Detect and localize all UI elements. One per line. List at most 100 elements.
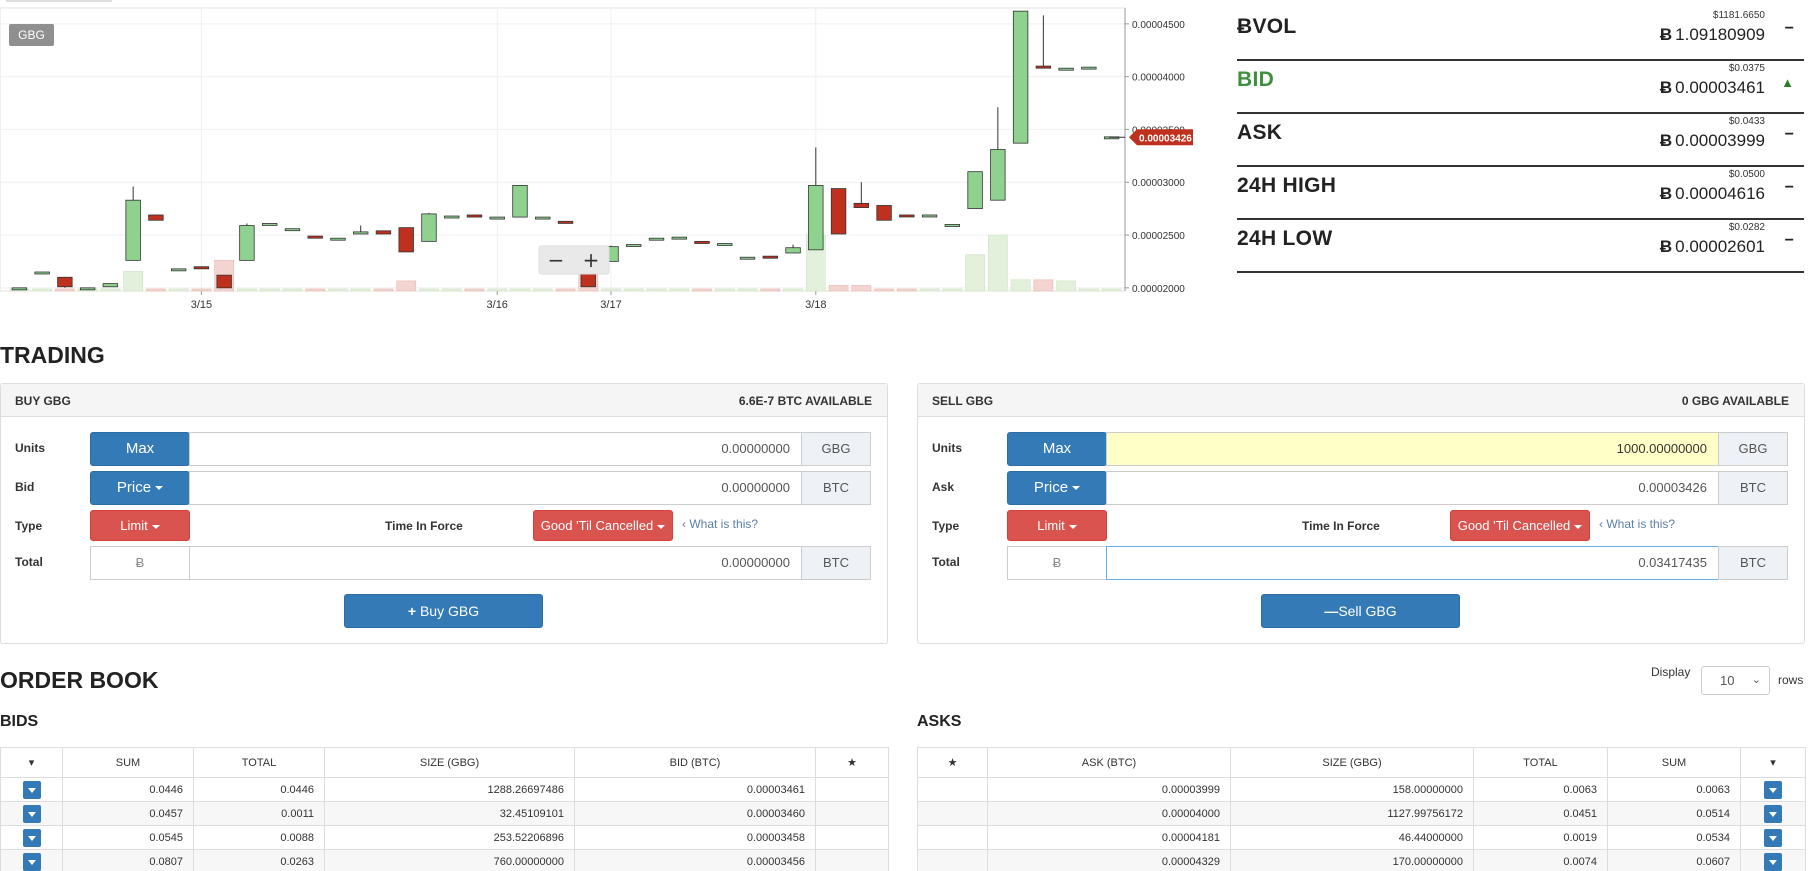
sort-menu-icon[interactable]: ▾ bbox=[0, 747, 63, 778]
asks-table: ★ ASK (BTC) SIZE (GBG) TOTAL SUM ▾ 0.000… bbox=[917, 747, 1806, 871]
column-header[interactable]: ASK (BTC) bbox=[987, 747, 1231, 778]
what-is-this-link[interactable]: ‹ What is this? bbox=[1599, 517, 1675, 531]
buy-units-input[interactable]: 0.00000000 bbox=[189, 432, 802, 466]
zoom-in-icon[interactable]: + bbox=[583, 248, 600, 272]
column-header[interactable]: SUM bbox=[1607, 747, 1741, 778]
volume-bar bbox=[373, 288, 394, 292]
column-header[interactable]: SIZE (GBG) bbox=[324, 747, 575, 778]
chart-tab-indicator bbox=[6, 0, 112, 2]
table-row[interactable]: 0.00004000 1127.99756172 0.0451 0.0514 bbox=[917, 801, 1806, 826]
volume-bar bbox=[441, 288, 462, 292]
price-chart[interactable]: 0.000045000.000040000.000035000.00003000… bbox=[0, 0, 1195, 320]
row-expand-button[interactable] bbox=[22, 828, 41, 847]
volume-bar bbox=[55, 288, 75, 292]
bid-price: 0.00003460 bbox=[574, 801, 816, 826]
column-header[interactable]: BID (BTC) bbox=[574, 747, 816, 778]
volume-bar bbox=[874, 288, 894, 292]
sell-max-button[interactable]: Max bbox=[1007, 432, 1107, 466]
candle-body bbox=[466, 214, 483, 218]
table-row[interactable]: 0.0457 0.0011 32.45109101 0.00003460 bbox=[0, 801, 889, 826]
buy-price-dropdown[interactable]: Price bbox=[90, 471, 190, 505]
bid-size: 760.00000000 bbox=[324, 849, 575, 871]
bid-price: 0.00003456 bbox=[574, 849, 816, 871]
sell-button[interactable]: —Sell GBG bbox=[1261, 594, 1460, 628]
sell-button-label: Sell GBG bbox=[1338, 603, 1397, 619]
column-header[interactable]: TOTAL bbox=[193, 747, 325, 778]
ask-price: 0.00003999 bbox=[987, 777, 1231, 802]
sell-panel: SELL GBG 0 GBG AVAILABLE Units Max 1000.… bbox=[917, 383, 1805, 644]
sell-tif-dropdown[interactable]: Good 'Til Cancelled bbox=[1450, 510, 1590, 541]
stat-usd: $1181.6650 bbox=[1712, 10, 1765, 21]
row-expand-button[interactable] bbox=[22, 780, 41, 799]
bid-sum: 0.0807 bbox=[62, 849, 194, 871]
sell-total-input[interactable]: 0.03417435 bbox=[1106, 546, 1719, 580]
buy-tif-dropdown[interactable]: Good 'Til Cancelled bbox=[533, 510, 673, 541]
buy-max-button[interactable]: Max bbox=[90, 432, 190, 466]
volume-bar bbox=[555, 288, 576, 292]
units-unit: GBG bbox=[1718, 432, 1788, 466]
bid-size: 1288.26697486 bbox=[324, 777, 575, 802]
star-icon[interactable]: ★ bbox=[815, 747, 889, 778]
table-row[interactable]: 0.00004329 170.00000000 0.0074 0.0607 bbox=[917, 849, 1806, 871]
bid-total: 0.0263 bbox=[193, 849, 325, 871]
x-tick-label: 3/17 bbox=[600, 299, 621, 311]
row-expand-button[interactable] bbox=[22, 804, 41, 823]
candle-body bbox=[353, 231, 369, 235]
candle-body bbox=[57, 276, 73, 288]
buy-total-input[interactable]: 0.00000000 bbox=[189, 546, 802, 580]
ask-size: 1127.99756172 bbox=[1230, 801, 1474, 826]
buy-button[interactable]: + Buy GBG bbox=[344, 594, 543, 628]
row-expand-button[interactable] bbox=[22, 852, 41, 871]
volume-bar bbox=[646, 288, 667, 292]
sell-price-dropdown[interactable]: Price bbox=[1007, 471, 1107, 505]
ask-size: 46.44000000 bbox=[1230, 825, 1474, 850]
what-is-this-link[interactable]: ‹ What is this? bbox=[682, 517, 758, 531]
volume-bar bbox=[737, 288, 758, 292]
table-row[interactable]: 0.0807 0.0263 760.00000000 0.00003456 bbox=[0, 849, 889, 871]
caret-down-icon bbox=[1072, 486, 1081, 491]
sort-menu-icon[interactable]: ▾ bbox=[1740, 747, 1806, 778]
total-label: Total bbox=[932, 555, 960, 569]
table-row[interactable]: 0.0545 0.0088 253.52206896 0.00003458 bbox=[0, 825, 889, 850]
zoom-out-icon[interactable]: − bbox=[548, 248, 565, 272]
buy-total-row: Total Ƀ 0.00000000 BTC bbox=[1, 546, 887, 580]
candle-body bbox=[853, 202, 869, 208]
volume-bar bbox=[305, 288, 326, 292]
row-expand-button[interactable] bbox=[1764, 780, 1782, 799]
star-cell bbox=[815, 777, 889, 802]
sell-units-input[interactable]: 1000.00000000 bbox=[1106, 432, 1719, 466]
star-icon[interactable]: ★ bbox=[917, 747, 988, 778]
star-cell bbox=[917, 849, 988, 871]
column-header[interactable]: SIZE (GBG) bbox=[1230, 747, 1474, 778]
candle-body bbox=[11, 287, 28, 291]
buy-price-input[interactable]: 0.00000000 bbox=[189, 471, 802, 505]
sell-price-input[interactable]: 0.00003426 bbox=[1106, 471, 1719, 505]
row-expand-button[interactable] bbox=[1764, 804, 1782, 823]
unchanged-icon: − bbox=[1784, 20, 1794, 37]
what-is-this-text: What is this? bbox=[1606, 517, 1676, 531]
table-row[interactable]: 0.00004181 46.44000000 0.0019 0.0534 bbox=[917, 825, 1806, 850]
what-is-this-text: What is this? bbox=[689, 517, 759, 531]
sell-type-row: Type Limit Time In Force Good 'Til Cance… bbox=[918, 510, 1804, 544]
volume-bar bbox=[760, 288, 781, 292]
volume-bar bbox=[32, 288, 52, 292]
row-expand-button[interactable] bbox=[1764, 852, 1782, 871]
table-row[interactable]: 0.0446 0.0446 1288.26697486 0.00003461 bbox=[0, 777, 889, 802]
unchanged-icon: − bbox=[1784, 232, 1794, 249]
sell-type-dropdown[interactable]: Limit bbox=[1007, 510, 1107, 541]
y-tick-label: 0.00002000 bbox=[1132, 284, 1185, 295]
tif-button-label: Good 'Til Cancelled bbox=[540, 518, 654, 533]
candle-body bbox=[421, 213, 437, 242]
column-header[interactable]: SUM bbox=[62, 747, 194, 778]
display-rows-select[interactable]: 10 ⌄ bbox=[1701, 666, 1770, 695]
row-expand-button[interactable] bbox=[1764, 828, 1782, 847]
buy-type-dropdown[interactable]: Limit bbox=[90, 510, 190, 541]
volume-bar bbox=[919, 288, 940, 292]
stat-label: ASK bbox=[1237, 121, 1283, 144]
table-row[interactable]: 0.00003999 158.00000000 0.0063 0.0063 bbox=[917, 777, 1806, 802]
volume-bar bbox=[623, 288, 644, 292]
column-header[interactable]: TOTAL bbox=[1473, 747, 1608, 778]
stat-btc-value: 0.00004616 bbox=[1675, 184, 1765, 203]
bids-header-row: ▾ SUM TOTAL SIZE (GBG) BID (BTC) ★ bbox=[0, 747, 889, 778]
candle-body bbox=[102, 283, 119, 288]
